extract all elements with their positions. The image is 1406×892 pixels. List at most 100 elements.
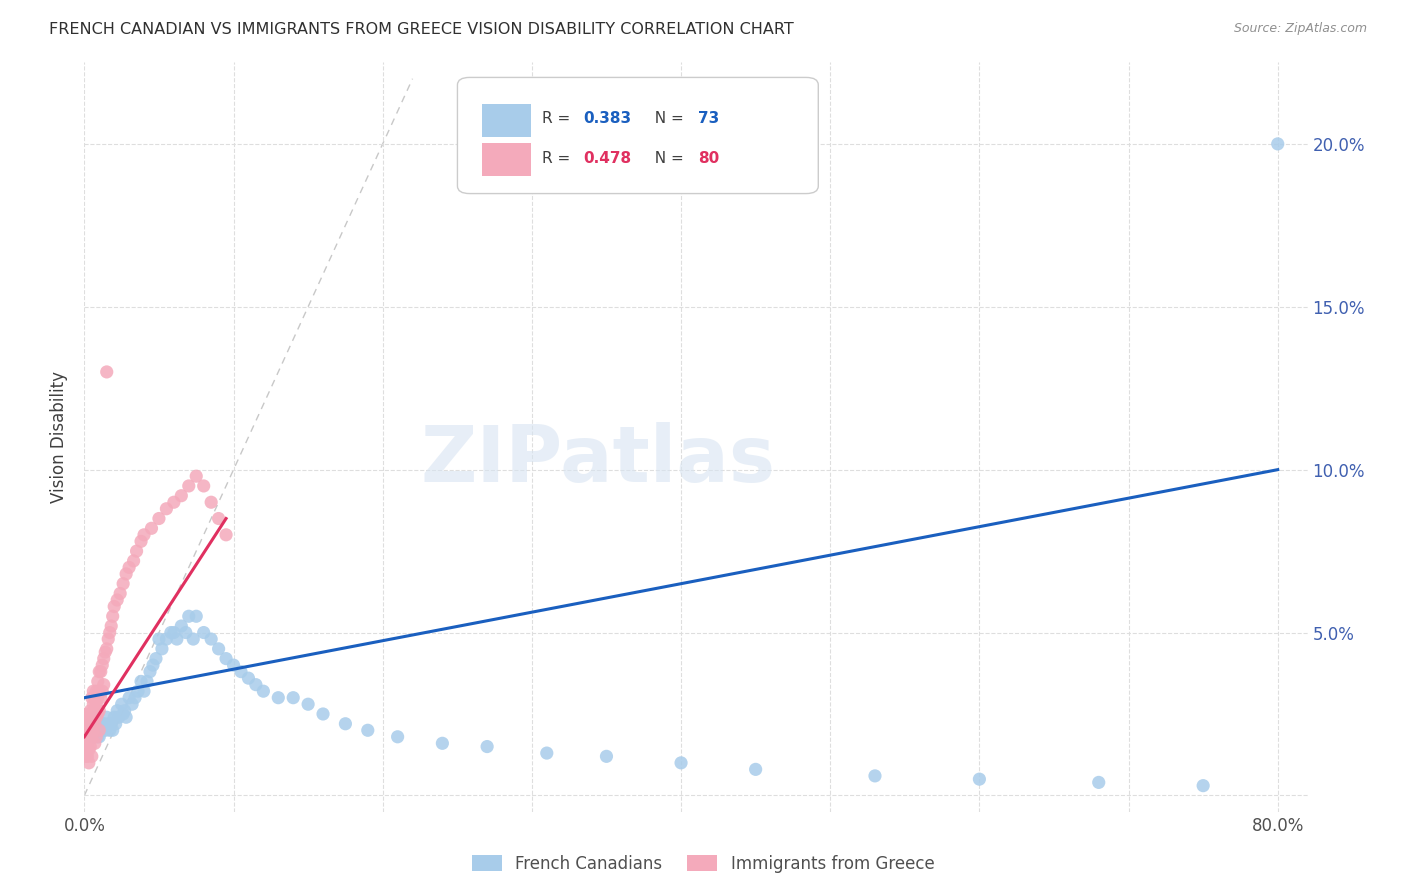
Point — [111, 697, 134, 711]
Point — [118, 690, 141, 705]
Point — [80, 690, 103, 705]
Point — [186, 609, 208, 624]
Point — [90, 665, 112, 679]
Point — [335, 716, 357, 731]
Text: ZIPatlas: ZIPatlas — [420, 422, 776, 498]
Point — [75, 723, 97, 738]
Text: FRENCH CANADIAN VS IMMIGRANTS FROM GREECE VISION DISABILITY CORRELATION CHART: FRENCH CANADIAN VS IMMIGRANTS FROM GREEC… — [49, 22, 794, 37]
Point — [83, 736, 105, 750]
Point — [136, 674, 159, 689]
Point — [89, 716, 111, 731]
Point — [166, 632, 188, 646]
Point — [103, 599, 125, 614]
Y-axis label: Vision Disability: Vision Disability — [51, 371, 69, 503]
Point — [84, 710, 107, 724]
Point — [101, 609, 124, 624]
Point — [82, 723, 104, 738]
Point — [77, 756, 100, 770]
Point — [283, 690, 305, 705]
Point — [82, 710, 104, 724]
Text: 0.383: 0.383 — [583, 112, 631, 126]
Point — [84, 710, 107, 724]
Point — [77, 743, 100, 757]
Point — [432, 736, 454, 750]
Point — [595, 749, 617, 764]
Point — [177, 479, 200, 493]
Point — [97, 716, 120, 731]
Point — [115, 710, 138, 724]
Point — [105, 593, 128, 607]
Point — [863, 769, 886, 783]
Point — [87, 674, 110, 689]
Point — [101, 723, 124, 738]
Text: Source: ZipAtlas.com: Source: ZipAtlas.com — [1233, 22, 1367, 36]
Point — [145, 651, 167, 665]
Point — [163, 625, 186, 640]
Text: N =: N = — [644, 151, 688, 166]
Point — [121, 697, 143, 711]
Point — [1087, 775, 1109, 789]
Point — [132, 684, 155, 698]
Point — [141, 521, 163, 535]
Point — [170, 489, 193, 503]
Text: R =: R = — [541, 151, 575, 166]
Point — [87, 730, 110, 744]
Point — [91, 684, 114, 698]
Point — [77, 730, 100, 744]
Point — [114, 704, 136, 718]
Point — [98, 625, 121, 640]
Point — [127, 684, 149, 698]
Point — [100, 716, 122, 731]
Point — [80, 730, 103, 744]
Point — [229, 665, 252, 679]
Point — [96, 365, 118, 379]
Point — [75, 736, 97, 750]
Point — [267, 690, 290, 705]
Point — [115, 566, 138, 581]
Point — [79, 730, 101, 744]
Point — [105, 704, 128, 718]
Point — [142, 658, 165, 673]
Point — [76, 736, 98, 750]
Point — [536, 746, 558, 760]
Point — [245, 678, 267, 692]
Text: R =: R = — [541, 112, 575, 126]
Point — [163, 495, 186, 509]
Point — [387, 730, 409, 744]
Point — [222, 658, 245, 673]
Point — [200, 495, 222, 509]
Point — [83, 690, 105, 705]
Text: N =: N = — [644, 112, 688, 126]
Point — [77, 710, 100, 724]
Point — [108, 586, 131, 600]
Point — [150, 641, 173, 656]
Point — [122, 554, 145, 568]
Point — [181, 632, 204, 646]
Point — [193, 625, 215, 640]
Point — [104, 716, 127, 731]
Point — [90, 690, 112, 705]
Point — [186, 469, 208, 483]
Point — [84, 697, 107, 711]
Point — [170, 619, 193, 633]
Point — [125, 544, 148, 558]
Point — [357, 723, 380, 738]
Point — [76, 723, 98, 738]
Point — [97, 632, 120, 646]
Point — [112, 576, 135, 591]
Point — [80, 716, 103, 731]
Point — [77, 723, 100, 738]
Point — [76, 706, 98, 721]
Point — [83, 716, 105, 731]
Point — [174, 625, 197, 640]
Point — [89, 665, 111, 679]
Point — [87, 690, 110, 705]
Point — [207, 511, 229, 525]
Point — [79, 704, 101, 718]
Point — [112, 706, 135, 721]
Point — [207, 641, 229, 656]
Point — [82, 684, 104, 698]
Point — [129, 674, 152, 689]
Point — [1192, 779, 1215, 793]
Point — [177, 609, 200, 624]
